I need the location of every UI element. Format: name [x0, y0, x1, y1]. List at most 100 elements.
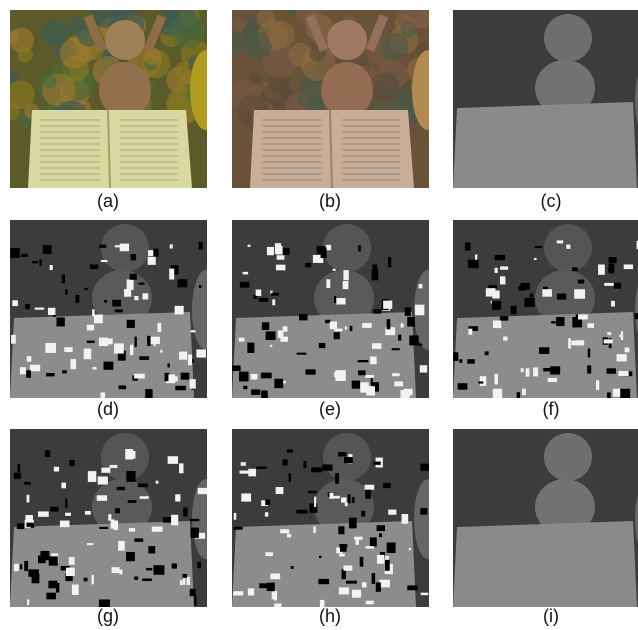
artifact [17, 464, 20, 472]
artifact [120, 244, 129, 252]
artifact [517, 392, 520, 398]
artifact [99, 527, 108, 529]
map-patch [380, 33, 408, 61]
artifact [282, 459, 287, 465]
artifact [114, 343, 124, 353]
artifact [360, 557, 364, 567]
artifact [243, 272, 249, 275]
artifact [344, 457, 353, 463]
artifact [142, 293, 148, 299]
artifact [104, 300, 107, 303]
artifact [500, 266, 508, 269]
artifact [511, 306, 517, 314]
artifact [168, 456, 178, 464]
artifact [493, 321, 501, 329]
artifact [383, 301, 392, 309]
panel-caption: (g) [97, 606, 119, 626]
artifact [239, 372, 249, 382]
artifact [283, 248, 290, 255]
artifact [604, 283, 615, 286]
artifact [609, 257, 617, 263]
artifact [261, 373, 272, 379]
artifact [305, 263, 311, 267]
artifact [241, 493, 251, 501]
artifact [190, 379, 196, 388]
artifact [92, 575, 94, 585]
artifact [112, 567, 120, 573]
artifact [383, 483, 390, 488]
artifact [62, 274, 65, 283]
artifact [331, 496, 339, 499]
artifact [65, 499, 67, 508]
artifact [50, 265, 53, 270]
artifact [139, 356, 149, 360]
artifact [119, 570, 122, 575]
artifact [259, 298, 269, 302]
artifact [57, 317, 65, 326]
doll-head [327, 20, 367, 60]
artifact [270, 345, 272, 347]
artifact [127, 279, 134, 289]
artifact [495, 268, 498, 273]
artifact [521, 368, 524, 372]
doll-head [544, 14, 592, 62]
artifact [153, 565, 164, 575]
artifact [468, 329, 472, 335]
artifact [127, 320, 135, 328]
artifact [88, 471, 96, 482]
artifact [21, 254, 28, 257]
artifact [20, 564, 22, 569]
artifact [181, 373, 190, 380]
map-patch [268, 21, 295, 48]
artifact [366, 601, 374, 605]
artifact [550, 366, 560, 374]
artifact [465, 242, 471, 250]
artifact [135, 337, 137, 347]
artifact [421, 593, 429, 596]
artifact [172, 563, 177, 568]
artifact [542, 289, 552, 296]
artifact [111, 519, 115, 528]
artifact [387, 543, 396, 553]
artifact [32, 261, 38, 263]
artifact [419, 284, 423, 288]
map-patch [243, 32, 272, 61]
artifact [276, 487, 284, 494]
artifact [392, 373, 400, 376]
artifact [418, 344, 422, 346]
artifact [118, 385, 126, 389]
artifact [259, 583, 268, 588]
artifact [362, 582, 367, 587]
artifact [124, 289, 131, 297]
artifact [524, 298, 534, 307]
panel-caption: (e) [319, 399, 341, 419]
artifact [234, 513, 237, 520]
artifact [115, 245, 125, 247]
artifact [385, 560, 390, 571]
artifact [458, 383, 468, 389]
artifact [407, 585, 417, 590]
artifact [373, 309, 381, 313]
artifact [548, 378, 557, 382]
artifact [72, 584, 79, 594]
artifact [493, 389, 502, 400]
artifact [618, 371, 628, 376]
panel-image [232, 220, 442, 401]
toy [192, 270, 220, 350]
artifact [420, 464, 429, 471]
artifact [352, 381, 360, 389]
artifact [365, 375, 374, 378]
artifact [277, 255, 285, 260]
artifact [335, 473, 339, 484]
artifact [45, 450, 50, 457]
figure: (a)(b)(c)(d)(e)(f)(g)(h)(i) [0, 0, 638, 630]
artifact [251, 374, 258, 380]
artifact [326, 245, 331, 250]
map-patch [396, 2, 425, 31]
artifact [379, 533, 382, 537]
artifact [60, 521, 70, 528]
panel-image [453, 429, 638, 607]
artifact [134, 538, 143, 541]
artifact [272, 299, 275, 305]
artifact [171, 515, 178, 526]
